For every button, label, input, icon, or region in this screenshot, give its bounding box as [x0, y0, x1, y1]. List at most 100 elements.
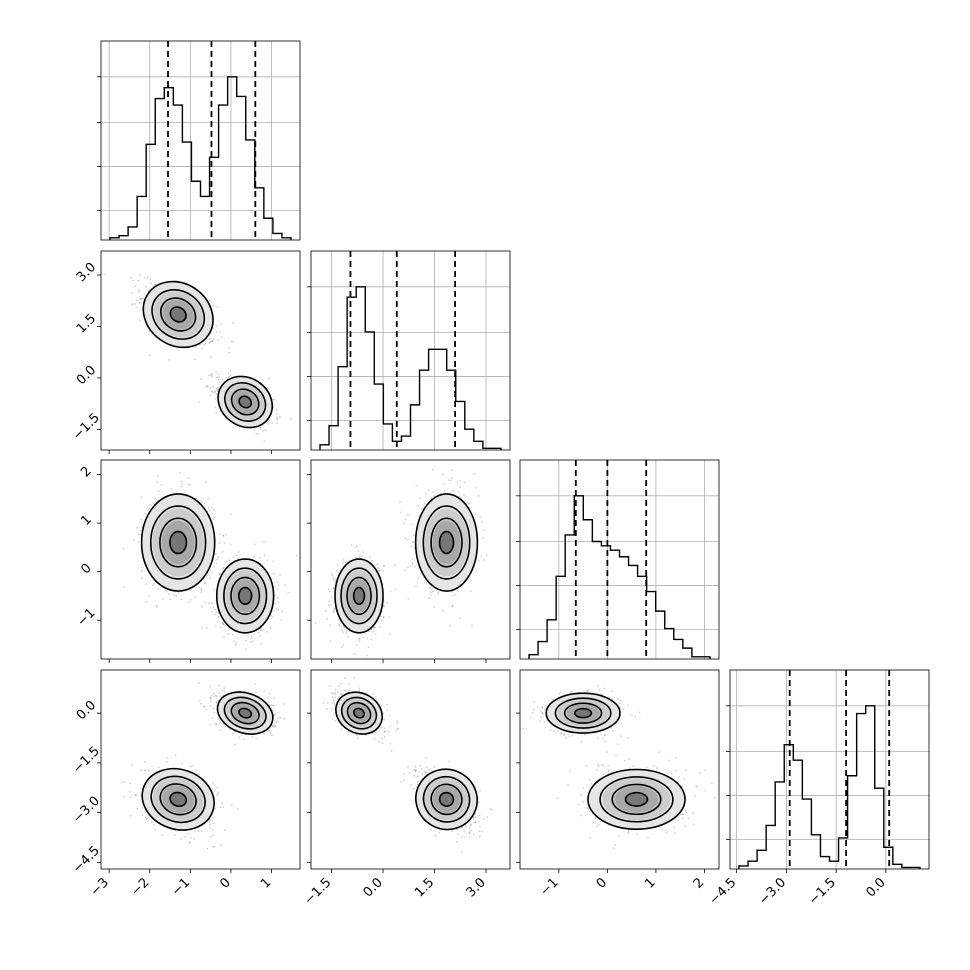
sample-point — [212, 817, 214, 819]
sample-point — [135, 299, 138, 302]
sample-point — [362, 551, 364, 554]
sample-point — [469, 502, 471, 504]
sample-point — [137, 291, 140, 294]
sample-point — [280, 619, 283, 622]
sample-point — [250, 637, 253, 640]
sample-point — [409, 565, 412, 567]
sample-point — [177, 592, 180, 594]
sample-point — [259, 427, 262, 430]
sample-point — [232, 340, 234, 343]
sample-point — [219, 806, 222, 808]
sample-point — [122, 547, 125, 550]
sample-point — [217, 378, 220, 381]
sample-point — [411, 562, 414, 565]
sample-point — [342, 644, 345, 646]
sample-point — [399, 511, 402, 514]
sample-point — [224, 542, 226, 544]
sample-point — [144, 816, 147, 819]
sample-point — [433, 606, 435, 608]
sample-point — [413, 534, 415, 537]
sample-point — [454, 593, 457, 596]
sample-point — [443, 483, 445, 486]
panel-3-0: −3 −2 −1 0 1−4.5−3.0−1.50.0 — [70, 669, 301, 899]
sample-point — [233, 640, 236, 643]
sample-point — [452, 490, 455, 492]
sample-point — [150, 282, 152, 285]
sample-point — [263, 690, 266, 692]
sample-point — [161, 834, 164, 836]
sample-point — [194, 596, 197, 599]
sample-point — [274, 602, 276, 605]
sample-point — [394, 564, 396, 567]
sample-point — [375, 563, 377, 566]
sample-point — [253, 428, 256, 431]
sample-point — [211, 390, 214, 393]
y-tick-label: −1 — [74, 606, 98, 630]
sample-point — [404, 537, 407, 540]
sample-point — [154, 497, 157, 500]
sample-point — [147, 276, 149, 279]
sample-point — [141, 814, 144, 817]
sample-point — [257, 433, 260, 436]
sample-point — [278, 573, 281, 576]
sample-point — [209, 568, 212, 571]
sample-point — [328, 600, 331, 603]
sample-point — [145, 583, 148, 585]
sample-point — [275, 418, 278, 420]
sample-point — [212, 822, 215, 825]
panel-1-0: −1.50.01.53.0 — [70, 250, 301, 454]
sample-point — [272, 609, 275, 612]
sample-point — [157, 588, 160, 590]
sample-point — [465, 501, 468, 504]
sample-point — [141, 577, 143, 580]
sample-point — [195, 770, 198, 772]
sample-point — [210, 340, 212, 343]
sample-point — [218, 381, 221, 384]
sample-point — [103, 273, 106, 275]
sample-point — [235, 641, 238, 644]
sample-point — [458, 491, 460, 493]
sample-point — [151, 820, 153, 823]
sample-point — [140, 525, 143, 528]
panel-2-2 — [516, 459, 720, 660]
sample-point — [328, 624, 331, 627]
sample-point — [372, 630, 375, 633]
sample-point — [221, 802, 224, 805]
sample-point — [273, 724, 276, 726]
sample-point — [147, 769, 150, 772]
sample-point — [212, 304, 215, 307]
sample-point — [137, 541, 140, 543]
sample-point — [416, 504, 419, 507]
sample-point — [227, 633, 229, 635]
sample-point — [213, 565, 216, 568]
sample-point — [215, 392, 218, 395]
sample-point — [131, 303, 134, 306]
sample-point — [480, 555, 482, 558]
sample-point — [341, 646, 343, 648]
contour-line — [169, 306, 187, 323]
sample-point — [141, 807, 144, 809]
sample-point — [412, 541, 414, 544]
sample-point — [223, 636, 225, 639]
sample-point — [156, 475, 159, 477]
sample-point — [276, 597, 279, 599]
sample-point — [329, 640, 332, 643]
sample-point — [214, 398, 217, 400]
sample-point — [419, 496, 421, 499]
sample-point — [389, 590, 392, 593]
y-tick-label: 2 — [78, 464, 94, 480]
sample-point — [358, 637, 361, 640]
sample-point — [250, 635, 253, 638]
sample-point — [362, 636, 364, 639]
sample-point — [386, 602, 388, 604]
sample-point — [139, 309, 142, 311]
sample-point — [209, 337, 211, 340]
panel-frame — [519, 459, 720, 660]
sample-point — [135, 306, 138, 309]
sample-point — [229, 374, 232, 376]
sample-point — [204, 601, 206, 604]
sample-point — [208, 602, 211, 605]
sample-point — [271, 615, 273, 618]
sample-point — [211, 717, 214, 719]
sample-point — [209, 577, 211, 579]
